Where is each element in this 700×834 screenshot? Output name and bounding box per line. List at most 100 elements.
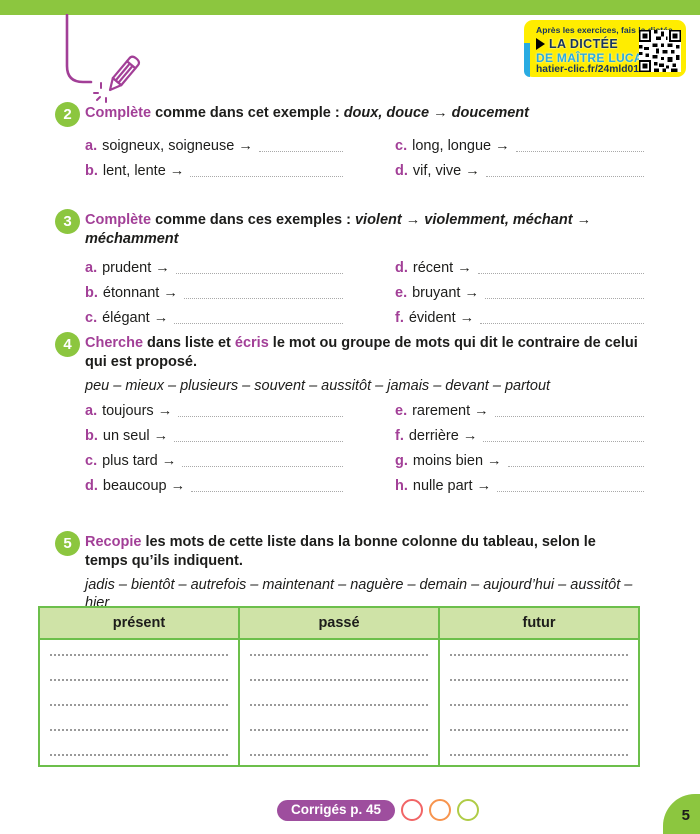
item-word: soigneux, soigneuse → <box>102 138 253 154</box>
exercise-title-part: comme dans ces exemples : <box>151 212 355 228</box>
exercise-item: c. plus tard → <box>85 450 343 472</box>
exercise-item: d. beaucoup → <box>85 475 343 497</box>
exercise-item: h. nulle part → <box>395 475 644 497</box>
item-word: lent, lente → <box>102 163 185 179</box>
exercise-title: Complète comme dans cet exemple : doux, … <box>85 104 644 123</box>
page-number: 5 <box>681 807 690 824</box>
answer-blank[interactable] <box>250 681 428 706</box>
item-word: étonnant → <box>102 285 178 301</box>
answer-blank[interactable] <box>250 656 428 681</box>
answer-blank[interactable] <box>494 416 644 417</box>
answer-blank[interactable] <box>507 466 644 467</box>
table-body <box>40 640 638 765</box>
answer-blank[interactable] <box>450 706 628 731</box>
item-letter: c. <box>395 138 408 154</box>
answer-blank[interactable] <box>174 323 343 324</box>
answer-blank[interactable] <box>250 706 428 731</box>
badge-brand-line1: LA DICTÉE <box>549 37 619 51</box>
badge-url: hatier-clic.fr/24mld01 <box>536 64 640 75</box>
answer-blank[interactable] <box>178 416 343 417</box>
answer-blank[interactable] <box>450 731 628 756</box>
answer-blank[interactable] <box>450 681 628 706</box>
exercise-title-part: comme dans cet exemple : <box>151 105 344 121</box>
badge-brand-line2: DE MAÎTRE LUCAS <box>536 51 652 65</box>
answer-blank[interactable] <box>477 273 644 274</box>
self-check-circle-red[interactable] <box>401 799 424 821</box>
table-column-futur <box>440 640 638 765</box>
item-word: toujours → <box>102 403 173 419</box>
pencil-icon <box>65 14 141 103</box>
item-letter: f. <box>395 428 404 444</box>
answer-blank[interactable] <box>258 151 343 152</box>
answer-blank[interactable] <box>182 466 343 467</box>
item-letter: e. <box>395 403 408 419</box>
exercise-number-badge: 5 <box>55 531 80 556</box>
item-letter: c. <box>85 453 98 469</box>
exercise-title-part: Complète <box>85 212 152 228</box>
item-letter: h. <box>395 478 408 494</box>
exercise-item: b. étonnant → <box>85 282 343 304</box>
exercise-title: Recopie les mots de cette liste dans la … <box>85 533 610 571</box>
answer-blank[interactable] <box>483 441 644 442</box>
answer-blank[interactable] <box>183 298 343 299</box>
answer-blank[interactable] <box>191 491 343 492</box>
item-word: bruyant → <box>412 285 479 301</box>
item-letter: a. <box>85 260 98 276</box>
top-bar <box>0 0 700 15</box>
item-word: élégant → <box>102 310 169 326</box>
exercise-2: 2 Complète comme dans cet exemple : doux… <box>38 102 644 182</box>
item-letter: a. <box>85 138 98 154</box>
exercise-item: b. lent, lente → <box>85 160 343 182</box>
exercise-title-part: doux, douce → doucement <box>343 105 529 121</box>
word-list: peu – mieux – plusieurs – souvent – auss… <box>85 378 551 394</box>
answer-blank[interactable] <box>450 656 628 681</box>
exercise-title-part: les mots de cette liste dans la bonne co… <box>85 534 596 569</box>
exercise-item: f. évident → <box>395 307 644 329</box>
exercise-title-part: le mot ou groupe de mots qui dit le cont… <box>85 335 638 370</box>
item-word: beaucoup → <box>102 478 186 494</box>
item-letter: d. <box>395 163 408 179</box>
exercise-item: g. moins bien → <box>395 450 644 472</box>
answer-blank[interactable] <box>480 323 644 324</box>
answer-blank[interactable] <box>50 731 228 756</box>
answer-blank[interactable] <box>174 441 343 442</box>
exercise-title: Cherche dans liste et écris le mot ou gr… <box>85 334 644 372</box>
answer-blank[interactable] <box>190 176 343 177</box>
exercise-item: c. long, longue → <box>395 135 644 157</box>
dictee-badge: Après les exercices, fais la dictée LA D… <box>524 20 686 77</box>
answer-blank[interactable] <box>515 151 644 152</box>
answer-blank[interactable] <box>250 640 428 656</box>
exercise-title-part: écris <box>234 335 269 351</box>
item-word: nulle part → <box>412 478 492 494</box>
exercise-4: 4 Cherche dans liste et écris le mot ou … <box>38 332 644 497</box>
exercise-5: 5 Recopie les mots de cette liste dans l… <box>38 531 644 612</box>
table-header-row: présent passé futur <box>40 608 638 640</box>
answer-blank[interactable] <box>50 681 228 706</box>
answer-blank[interactable] <box>450 640 628 656</box>
item-letter: c. <box>85 310 98 326</box>
item-letter: a. <box>85 403 98 419</box>
answer-blank[interactable] <box>497 491 644 492</box>
exercise-number-badge: 3 <box>55 209 80 234</box>
exercise-item: e. bruyant → <box>395 282 644 304</box>
answer-blank[interactable] <box>50 706 228 731</box>
exercise-number-badge: 2 <box>55 102 80 127</box>
answer-blank[interactable] <box>50 640 228 656</box>
qr-code-icon <box>639 30 681 72</box>
answer-blank[interactable] <box>175 273 343 274</box>
item-letter: b. <box>85 428 98 444</box>
answer-blank[interactable] <box>485 176 644 177</box>
answer-blank[interactable] <box>485 298 644 299</box>
self-check-circle-orange[interactable] <box>429 799 452 821</box>
badge-cyan-accent <box>524 43 530 77</box>
exercise-item: d. récent → <box>395 257 644 279</box>
item-word: prudent → <box>102 260 170 276</box>
table-column-present <box>40 640 240 765</box>
item-word: derrière → <box>408 428 478 444</box>
item-word: un seul → <box>102 428 169 444</box>
self-check-circle-green[interactable] <box>457 799 480 821</box>
answer-blank[interactable] <box>250 731 428 756</box>
answer-blank[interactable] <box>50 656 228 681</box>
exercise-title-part: dans liste et <box>143 335 235 351</box>
